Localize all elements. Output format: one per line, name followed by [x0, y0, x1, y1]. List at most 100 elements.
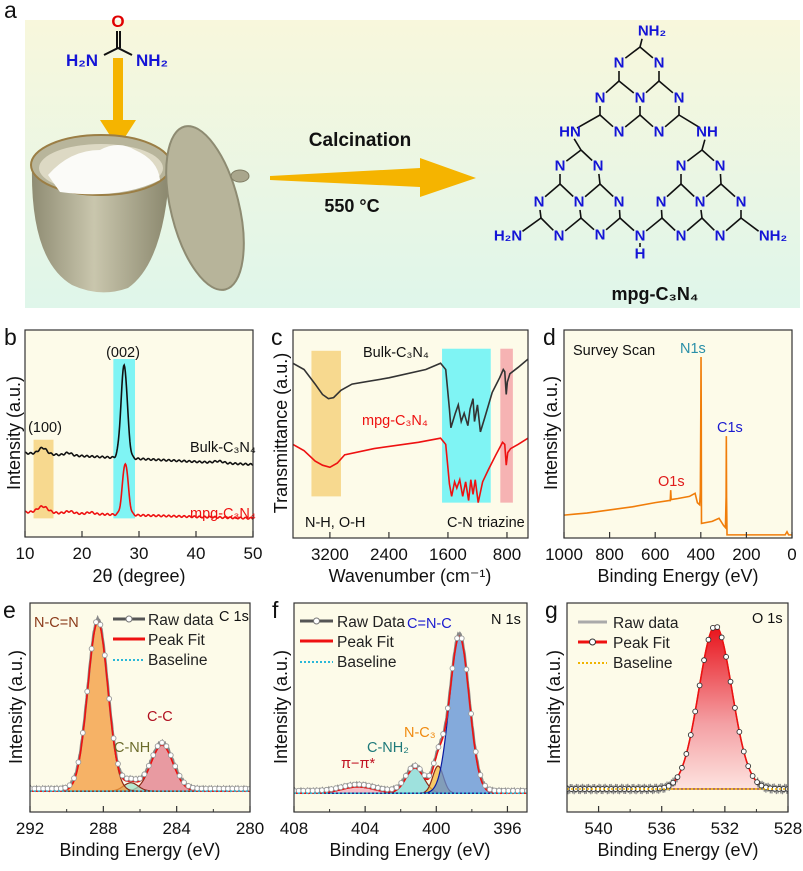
d-annotation-n1s: N1s	[680, 341, 706, 357]
atom-label: N	[595, 227, 606, 244]
series-line	[25, 462, 253, 520]
data-point	[389, 786, 395, 792]
e-legend-raw: Raw data	[148, 612, 214, 629]
b-series-label-bulk: Bulk-C₃N₄	[190, 440, 256, 456]
atom-label: N	[656, 194, 667, 211]
data-point	[97, 621, 104, 628]
urea-molecule: O H₂N NH₂	[66, 12, 168, 70]
f-annotation-cnc: C=N-C	[407, 616, 452, 632]
g-xlabel: Binding Energy (eV)	[597, 840, 758, 860]
e-legend: Raw data Peak Fit Baseline	[148, 612, 214, 669]
e-annotation-ncn: N-C=N	[34, 615, 79, 631]
f-legend-fit: Peak Fit	[337, 634, 395, 651]
panel-label-g: g	[545, 597, 558, 623]
atom-label: N	[676, 158, 687, 175]
data-point	[416, 766, 423, 772]
data-point	[496, 787, 502, 794]
data-point	[337, 784, 344, 791]
data-point	[110, 735, 117, 742]
bond	[580, 217, 595, 231]
c-series-label-bulk: Bulk-C₃N₄	[363, 345, 429, 361]
plot-content	[293, 348, 528, 503]
atom-label: N	[554, 228, 565, 245]
atom-label: N	[654, 124, 665, 141]
plot-content	[25, 358, 253, 520]
f-annotation-nc3: N-C₃	[404, 725, 436, 741]
bond	[618, 80, 635, 94]
data-point	[412, 762, 419, 769]
x-tick-label: 40	[187, 544, 206, 563]
bond	[564, 217, 582, 232]
atom-label: H₂N	[494, 228, 522, 245]
atom-label: N	[595, 90, 606, 107]
x-tick-label: 200	[732, 545, 760, 564]
atom-label: N	[695, 194, 706, 211]
c-ylabel: Transmittance (a.u.)	[271, 353, 291, 513]
series-line	[293, 437, 528, 503]
data-point	[379, 785, 386, 792]
data-point	[398, 780, 405, 786]
highlight-band	[113, 358, 136, 519]
highlight-band	[500, 348, 513, 503]
atom-label: N	[715, 228, 726, 245]
data-point	[491, 787, 498, 794]
data-point	[145, 762, 152, 769]
b-band-label-100: (100)	[28, 420, 62, 436]
highlight-band	[33, 439, 54, 519]
c-series-label-mpg: mpg-C₃N₄	[362, 413, 428, 429]
bond	[661, 217, 676, 232]
d-xlabel: Binding Energy (eV)	[597, 566, 758, 586]
b-xlabel: 2θ (degree)	[92, 566, 185, 586]
g-title: O 1s	[752, 611, 783, 627]
data-point	[687, 732, 694, 738]
panel-g-plot: 540 536 532 528	[566, 602, 802, 838]
data-point	[356, 781, 363, 788]
bond	[540, 217, 554, 231]
c-band-label-cn: C-N	[447, 515, 473, 531]
x-tick-label: 536	[648, 819, 676, 838]
c-band-label-nh-oh: N-H, O-H	[305, 515, 365, 531]
e-xlabel: Binding Energy (eV)	[59, 840, 220, 860]
panel-label-f: f	[272, 597, 279, 623]
panel-label-e: e	[3, 597, 16, 623]
e-ylabel: Intensity (a.u.)	[6, 650, 26, 764]
x-tick-label: 280	[236, 819, 264, 838]
bond	[639, 114, 654, 128]
atom-label: N	[555, 158, 566, 175]
x-tick-label: 600	[641, 545, 669, 564]
atom-label: N	[674, 90, 685, 107]
product-label: mpg-C₃N₄	[612, 284, 699, 304]
data-point	[375, 784, 381, 791]
bond	[576, 114, 601, 129]
data-point	[477, 772, 484, 778]
data-point	[692, 708, 699, 715]
atom-label: HN	[559, 124, 581, 141]
x-tick-label: 288	[89, 819, 117, 838]
bond	[618, 209, 621, 219]
f-annotation-pi: π−π*	[341, 756, 375, 772]
atom-label: NH₂	[638, 23, 666, 40]
urea-nh2: NH₂	[136, 51, 168, 70]
data-point	[159, 739, 165, 746]
atom-label: N	[534, 194, 545, 211]
data-point	[421, 772, 428, 779]
data-point	[500, 787, 507, 794]
data-point	[449, 665, 456, 672]
d-title: Survey Scan	[573, 343, 655, 359]
data-point	[309, 787, 316, 794]
f-legend-baseline: Baseline	[337, 654, 396, 671]
bond	[580, 149, 593, 162]
x-tick-label: 408	[280, 819, 308, 838]
bond	[619, 217, 635, 232]
bond	[701, 139, 706, 151]
b-series-label-mpg: mpg-C₃N₄	[190, 506, 256, 522]
data-point	[79, 730, 86, 736]
x-tick-label: 800	[595, 545, 623, 564]
series-line	[564, 357, 792, 536]
data-point	[435, 744, 442, 750]
data-point	[101, 652, 108, 659]
plot-frame	[293, 602, 528, 813]
